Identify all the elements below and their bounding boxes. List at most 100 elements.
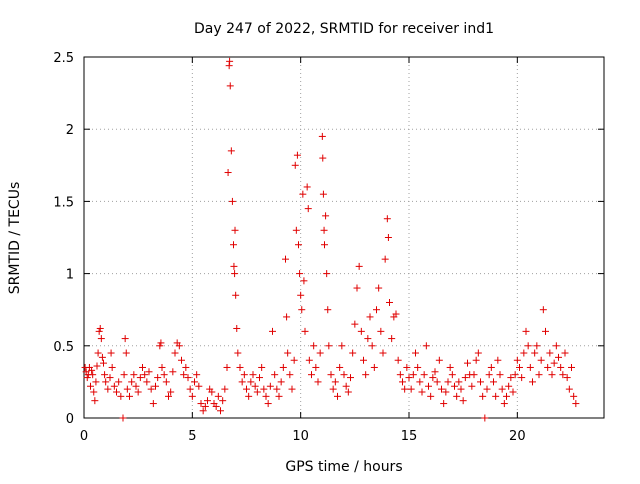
data-point [492, 392, 500, 400]
data-point [243, 385, 250, 393]
data-point [152, 382, 159, 390]
data-point [132, 382, 140, 390]
data-point [455, 378, 463, 386]
data-point [386, 298, 393, 306]
data-point [260, 385, 268, 393]
data-point [347, 374, 354, 382]
data-point [548, 371, 556, 379]
data-point [303, 183, 311, 191]
data-point [234, 349, 242, 357]
data-point [429, 374, 437, 382]
data-point [353, 284, 361, 292]
data-point [520, 349, 528, 357]
data-point [383, 215, 391, 223]
data-point [427, 392, 435, 400]
data-point [446, 363, 454, 371]
data-point [286, 371, 294, 379]
data-point [535, 371, 543, 379]
data-point [247, 378, 255, 386]
data-point [128, 378, 136, 386]
data-point [223, 363, 231, 371]
data-point [561, 349, 569, 357]
data-point [167, 388, 175, 396]
data-point [122, 349, 130, 357]
data-point [422, 342, 430, 350]
data-point [325, 342, 333, 350]
data-point [572, 400, 580, 408]
data-point [184, 374, 192, 382]
data-point [160, 371, 168, 379]
data-point [468, 382, 476, 390]
data-point [249, 371, 257, 379]
data-point [228, 197, 236, 205]
data-point [412, 349, 419, 357]
data-point [147, 385, 155, 393]
data-point [292, 226, 300, 234]
data-point [505, 382, 513, 390]
data-point [451, 382, 458, 390]
data-point [322, 212, 330, 220]
data-point [511, 371, 519, 379]
data-point [88, 366, 96, 374]
data-point [104, 385, 112, 393]
data-point [212, 402, 220, 410]
data-point [459, 397, 467, 405]
data-point [217, 407, 224, 415]
data-point [490, 378, 497, 386]
data-point [529, 378, 536, 386]
data-point [96, 324, 104, 332]
data-point [120, 371, 128, 379]
data-point [565, 385, 573, 393]
data-point [342, 382, 350, 390]
data-point [550, 359, 558, 367]
data-point [154, 374, 162, 382]
data-point [344, 388, 352, 396]
data-point [191, 378, 198, 386]
data-point [563, 374, 571, 382]
data-point [537, 356, 545, 364]
data-point [102, 378, 110, 386]
data-point [319, 190, 327, 198]
data-point [296, 270, 304, 278]
data-point [318, 132, 326, 140]
data-point [275, 392, 283, 400]
data-point [301, 327, 309, 335]
data-point [231, 270, 239, 278]
data-point [321, 241, 328, 249]
data-point [485, 371, 493, 379]
data-point [418, 388, 426, 396]
data-point [295, 241, 302, 249]
data-point [100, 359, 107, 367]
data-point [143, 378, 151, 386]
data-point [570, 392, 578, 400]
data-point [503, 392, 510, 400]
data-point [349, 349, 357, 357]
data-point [224, 169, 232, 177]
data-point [312, 363, 320, 371]
data-point [293, 151, 301, 159]
data-point [141, 371, 149, 379]
data-point [245, 392, 253, 400]
data-point [171, 349, 179, 357]
y-axis-label: SRMTID / TECUs [7, 182, 23, 295]
data-point [283, 313, 291, 321]
data-point [379, 349, 387, 357]
data-point [288, 385, 296, 393]
data-point [316, 349, 324, 357]
data-point [236, 363, 244, 371]
data-point [457, 385, 465, 393]
data-point [481, 414, 489, 422]
data-point [329, 385, 337, 393]
data-point [226, 57, 234, 65]
data-point [256, 374, 263, 382]
data-point [93, 362, 101, 370]
data-point [405, 374, 413, 382]
data-point [113, 388, 120, 396]
data-point [305, 356, 313, 364]
data-point [394, 356, 402, 364]
data-point [134, 388, 142, 396]
chart-title: Day 247 of 2022, SRMTID for receiver ind… [194, 21, 494, 37]
data-point [414, 363, 422, 371]
